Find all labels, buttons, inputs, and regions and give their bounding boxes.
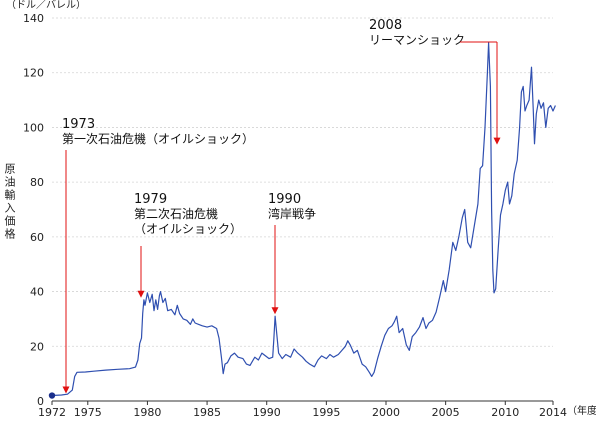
y-tick-label-0: 0 bbox=[37, 395, 44, 408]
annotation-text-1973: 第一次石油危機（オイルショック） bbox=[62, 131, 254, 146]
x-tick-label-2000: 2000 bbox=[372, 406, 400, 419]
annotations: 1973第一次石油危機（オイルショック）1979第二次石油危機（オイルショック）… bbox=[62, 18, 501, 394]
y-tick-label-100: 100 bbox=[23, 121, 44, 134]
x-tick-label-2005: 2005 bbox=[432, 406, 460, 419]
annotation-year-1990: 1990 bbox=[268, 192, 301, 207]
annotation-year-1973: 1973 bbox=[62, 117, 95, 132]
x-tick-label-1995: 1995 bbox=[312, 406, 340, 419]
annotation-text-1990: 湾岸戦争 bbox=[268, 206, 316, 221]
y-axis-label-char: 原 bbox=[5, 163, 16, 176]
grid bbox=[52, 17, 553, 347]
x-tick-label-1990: 1990 bbox=[253, 406, 281, 419]
x-tick-label-1980: 1980 bbox=[133, 406, 161, 419]
x-tick-label-1975: 1975 bbox=[74, 406, 102, 419]
x-unit-label: （年度） bbox=[567, 404, 596, 417]
axes bbox=[51, 400, 554, 405]
annotation-arrowhead-1990 bbox=[271, 307, 279, 315]
annotation-text-2008: リーマンショック bbox=[369, 33, 465, 47]
y-axis-label-char: 価 bbox=[5, 215, 16, 228]
series-line-crude-oil-price bbox=[51, 42, 556, 397]
y-tick-label-20: 20 bbox=[30, 340, 44, 353]
annotation-arrowhead-1979 bbox=[137, 290, 145, 298]
annotation-arrowhead-1973 bbox=[62, 386, 70, 394]
y-tick-label-40: 40 bbox=[30, 286, 44, 299]
annotation-text-1979: 第二次石油危機 bbox=[134, 206, 218, 221]
x-tick-label-1985: 1985 bbox=[193, 406, 221, 419]
y-axis-label-char: 輸 bbox=[5, 188, 16, 202]
x-tick-label-2010: 2010 bbox=[491, 406, 519, 419]
start-point-marker bbox=[48, 392, 56, 399]
annotation-arrowhead-2008 bbox=[493, 137, 501, 145]
x-tick-label-2014: 2014 bbox=[539, 406, 567, 419]
y-tick-label-140: 140 bbox=[23, 12, 44, 25]
annotation-text2-1979: （オイルショック） bbox=[134, 222, 242, 236]
y-tick-label-80: 80 bbox=[30, 176, 44, 189]
y-axis-label-char: 入 bbox=[5, 202, 16, 215]
y-tick-label-60: 60 bbox=[30, 231, 44, 244]
y-tick-label-120: 120 bbox=[23, 67, 44, 80]
y-unit-label: （ドル／バレル） bbox=[6, 0, 86, 11]
y-axis-label-char: 油 bbox=[5, 175, 16, 189]
annotation-year-1979: 1979 bbox=[134, 192, 167, 207]
x-tick-label-1972: 1972 bbox=[38, 406, 66, 419]
annotation-year-2008: 2008 bbox=[369, 18, 402, 33]
y-axis-label-char: 格 bbox=[5, 227, 16, 241]
